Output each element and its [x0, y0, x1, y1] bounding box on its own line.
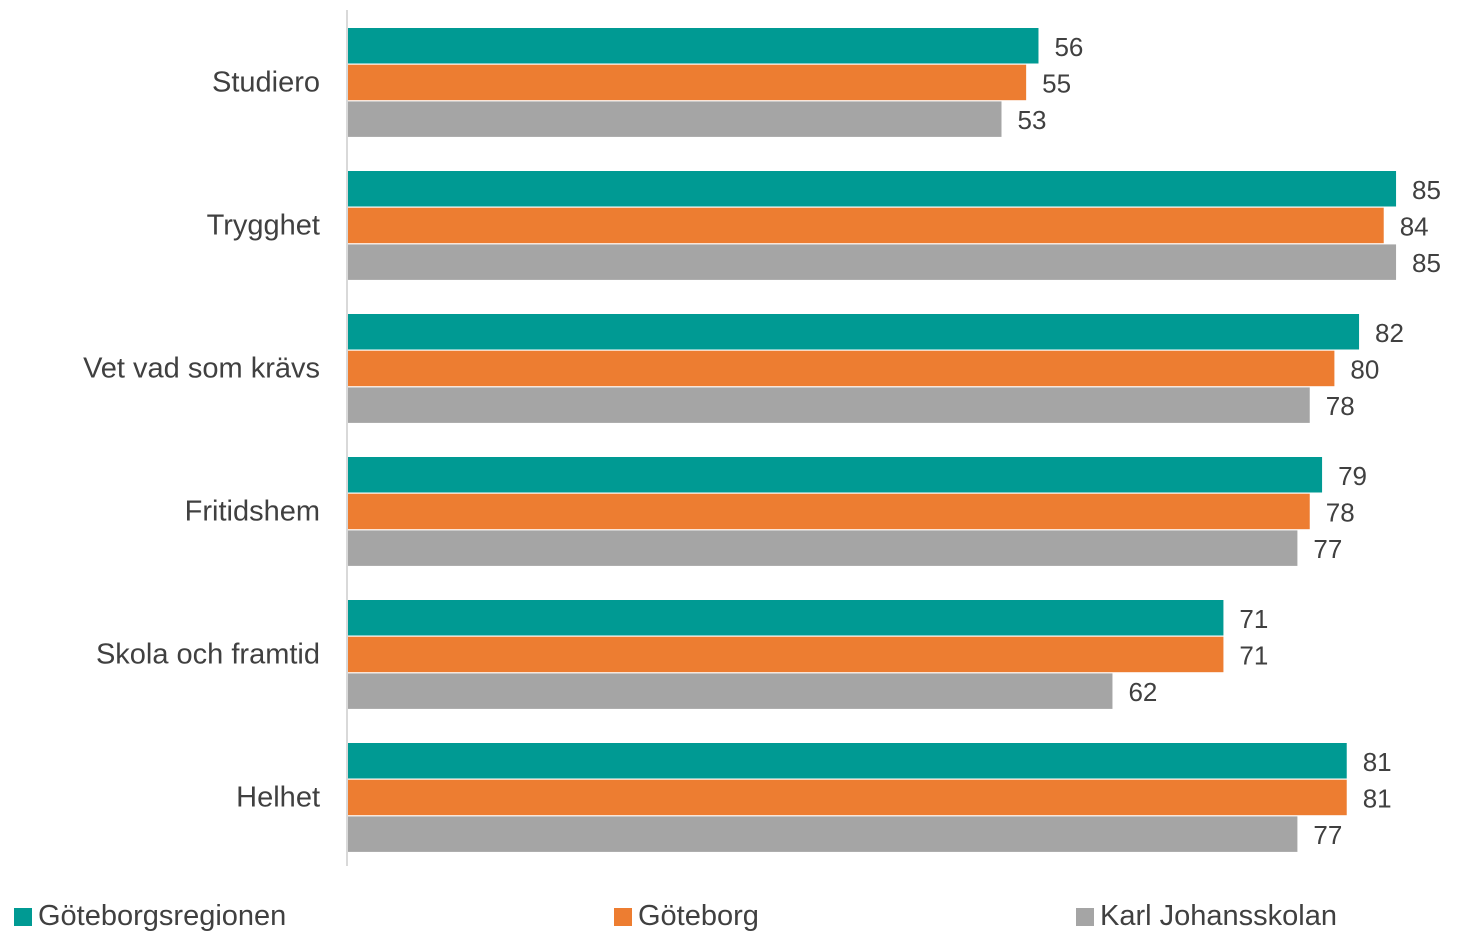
bar — [348, 314, 1360, 350]
data-label: 85 — [1412, 248, 1441, 278]
data-label: 77 — [1313, 534, 1342, 564]
bar — [348, 244, 1397, 280]
category-label: Fritidshem — [185, 495, 320, 527]
legend-item-series-2: Göteborg — [614, 900, 759, 933]
data-label: 71 — [1239, 604, 1268, 634]
bar — [348, 600, 1224, 636]
bar — [348, 64, 1027, 101]
legend-label-series-2: Göteborg — [638, 900, 759, 932]
bar — [348, 350, 1335, 387]
data-label: 53 — [1017, 105, 1046, 135]
category-label: Vet vad som krävs — [83, 352, 320, 384]
data-label: 62 — [1128, 677, 1157, 707]
category-label: Trygghet — [207, 209, 320, 241]
bar — [348, 101, 1002, 137]
legend-item-series-3: Karl Johansskolan — [1076, 900, 1337, 933]
data-label: 78 — [1326, 497, 1355, 527]
legend-label-series-3: Karl Johansskolan — [1100, 900, 1337, 932]
bar — [348, 816, 1298, 852]
bar — [348, 457, 1323, 493]
data-label: 84 — [1400, 211, 1429, 241]
category-label: Helhet — [236, 781, 320, 813]
data-label: 56 — [1054, 32, 1083, 62]
bar — [348, 530, 1298, 566]
data-label: 71 — [1239, 640, 1268, 670]
data-label: 82 — [1375, 318, 1404, 348]
bar — [348, 779, 1347, 816]
bar — [348, 171, 1397, 207]
data-label: 81 — [1363, 747, 1392, 777]
labels-group: Studiero 56 55 53 Trygghet 85 84 85 Vet vad som … — [83, 32, 1441, 850]
data-label: 79 — [1338, 461, 1367, 491]
bar — [348, 743, 1347, 779]
category-label: Skola och framtid — [96, 638, 320, 670]
data-label: 81 — [1363, 783, 1392, 813]
legend-item-series-1: Göteborgsregionen — [14, 900, 286, 933]
bar — [348, 636, 1224, 673]
legend-swatch-series-2 — [614, 907, 632, 926]
bar — [348, 28, 1039, 64]
legend: Göteborgsregionen Göteborg Karl Johanssk… — [0, 900, 1458, 933]
bar — [348, 673, 1113, 709]
legend-label-series-1: Göteborgsregionen — [38, 900, 287, 932]
data-label: 80 — [1350, 354, 1379, 384]
bars-group — [348, 28, 1397, 852]
legend-swatch-series-3 — [1076, 907, 1094, 926]
data-label: 85 — [1412, 175, 1441, 205]
legend-swatch-series-1 — [14, 907, 32, 926]
data-label: 77 — [1313, 820, 1342, 850]
data-label: 55 — [1042, 68, 1071, 98]
bar — [348, 387, 1310, 423]
bar — [348, 207, 1384, 244]
data-label: 78 — [1326, 391, 1355, 421]
bar — [348, 493, 1310, 530]
category-label: Studiero — [212, 66, 320, 98]
